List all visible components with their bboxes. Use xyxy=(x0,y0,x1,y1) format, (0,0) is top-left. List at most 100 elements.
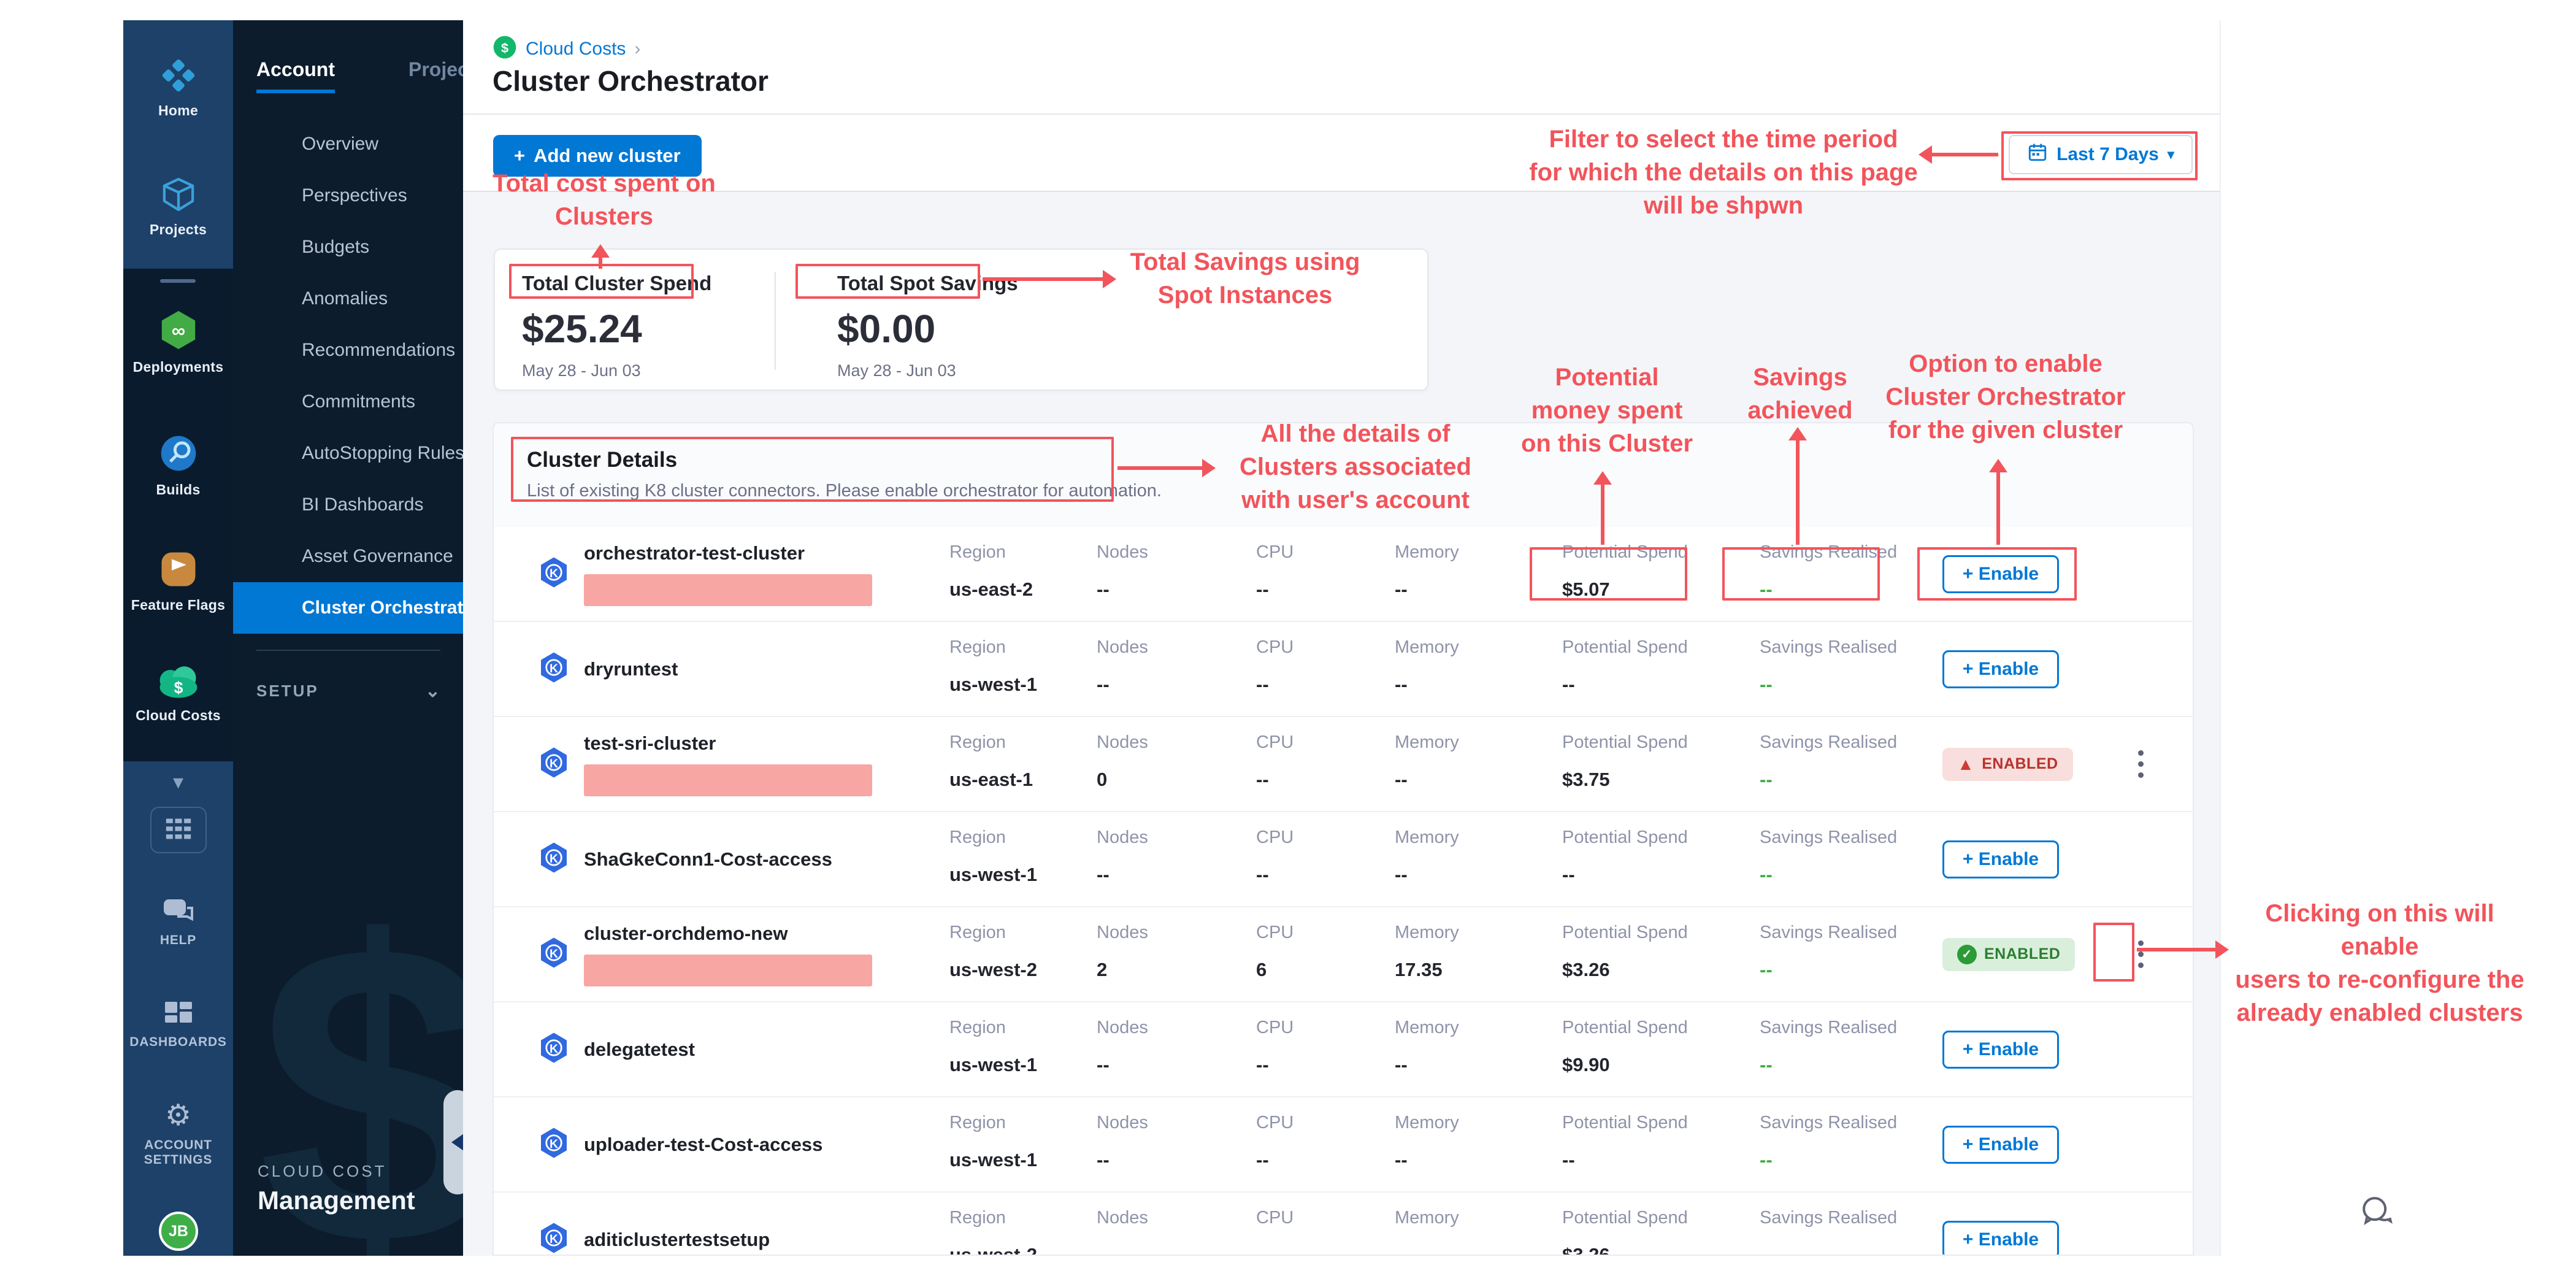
table-row[interactable]: K cluster-orchdemo-new Region us-west-2 … xyxy=(494,907,2193,1002)
ccm-menu-item[interactable]: Commitments xyxy=(302,391,416,412)
cluster-name: dryruntest xyxy=(584,658,678,680)
ccm-menu-item[interactable]: Overview xyxy=(302,134,379,154)
total-spot-savings-stat: Total Spot Savings $0.00 May 28 - Jun 03 xyxy=(837,250,1018,390)
memory-value: 17.35 xyxy=(1395,959,1443,980)
table-row[interactable]: K uploader-test-Cost-access Region us-we… xyxy=(494,1097,2193,1193)
rail-divider-handle xyxy=(160,279,196,283)
column-label-savings-realised: Savings Realised xyxy=(1760,732,1898,752)
builds-icon xyxy=(123,432,233,474)
home-icon xyxy=(123,56,233,95)
sidebar-item-feature-flags[interactable]: Feature Flags xyxy=(123,549,233,613)
user-avatar[interactable]: JB xyxy=(159,1212,198,1251)
cloud-costs-icon: $ xyxy=(123,663,233,700)
rail-bottom-segment xyxy=(123,761,233,1256)
add-new-cluster-button[interactable]: + Add new cluster xyxy=(493,135,702,177)
cpu-value: -- xyxy=(1256,864,1269,885)
cluster-name: cluster-orchdemo-new xyxy=(584,922,788,944)
svg-text:?: ? xyxy=(171,902,178,914)
svg-text:K: K xyxy=(550,663,558,675)
sidebar-collapse-handle[interactable] xyxy=(443,1090,463,1194)
enable-button[interactable]: + Enable xyxy=(1942,1030,2059,1069)
sidebar-item-projects[interactable]: Projects xyxy=(123,175,233,238)
support-chat-button[interactable] xyxy=(2359,1193,2393,1231)
kebab-menu-button[interactable] xyxy=(2137,940,2144,968)
column-label-memory: Memory xyxy=(1395,542,1459,562)
ccm-menu-item[interactable]: AutoStopping Rules xyxy=(302,443,463,463)
menu-divider xyxy=(256,650,440,651)
nodes-value: -- xyxy=(1097,1054,1110,1075)
module-picker-button[interactable] xyxy=(150,807,207,853)
table-row[interactable]: K delegatetest Region us-west-1 Nodes --… xyxy=(494,1002,2193,1097)
ccm-menu-item[interactable]: Cluster Orchestrator xyxy=(233,582,463,634)
section-title: Cluster Details xyxy=(527,448,678,472)
savings-realised-value: -- xyxy=(1760,864,1773,885)
app-window: Home Projects ∞ Deployments Builds xyxy=(123,20,2393,1256)
module-footer-title: Management xyxy=(258,1186,415,1215)
tab-account[interactable]: Account xyxy=(256,58,335,93)
column-label-memory: Memory xyxy=(1395,732,1459,752)
rail-collapse-chevron-icon[interactable]: ▾ xyxy=(172,771,184,794)
svg-text:K: K xyxy=(550,1138,558,1151)
table-row[interactable]: K ShaGkeConn1-Cost-access Region us-west… xyxy=(494,812,2193,907)
sidebar-item-label: ACCOUNT SETTINGS xyxy=(144,1138,213,1167)
scope-tabs: Account Project xyxy=(256,58,463,93)
column-label-potential-spend: Potential Spend xyxy=(1562,828,1688,847)
region-value: us-west-1 xyxy=(949,1149,1037,1170)
sidebar-item-dashboards[interactable]: DASHBOARDS xyxy=(123,1001,233,1050)
cloud-costs-breadcrumb-icon: $ xyxy=(493,35,517,63)
sidebar-item-cloud-costs[interactable]: $ Cloud Costs xyxy=(123,663,233,724)
sidebar-item-builds[interactable]: Builds xyxy=(123,432,233,498)
cluster-details-panel: Cluster Details List of existing K8 clus… xyxy=(493,422,2194,1256)
enable-button[interactable]: + Enable xyxy=(1942,1125,2059,1164)
enable-button[interactable]: + Enable xyxy=(1942,555,2059,593)
sidebar-item-deployments[interactable]: ∞ Deployments xyxy=(123,309,233,375)
table-row[interactable]: K dryruntest Region us-west-1 Nodes -- C… xyxy=(494,622,2193,717)
section-subtitle: List of existing K8 cluster connectors. … xyxy=(527,481,1162,501)
region-value: us-east-2 xyxy=(949,578,1033,600)
tab-project[interactable]: Project xyxy=(408,58,463,80)
setup-label: SETUP xyxy=(256,681,319,700)
stat-label: Total Spot Savings xyxy=(837,272,1018,294)
table-row[interactable]: K orchestrator-test-cluster Region us-ea… xyxy=(494,527,2193,622)
enable-button[interactable]: + Enable xyxy=(1942,650,2059,688)
potential-spend-value: -- xyxy=(1562,674,1575,695)
column-label-nodes: Nodes xyxy=(1097,828,1148,847)
savings-realised-value: -- xyxy=(1760,1054,1773,1075)
column-label-potential-spend: Potential Spend xyxy=(1562,732,1688,752)
enable-button[interactable]: + Enable xyxy=(1942,1220,2059,1255)
savings-realised-value: -- xyxy=(1760,1244,1773,1256)
sidebar-item-home[interactable]: Home xyxy=(123,56,233,119)
column-label-potential-spend: Potential Spend xyxy=(1562,1208,1688,1228)
nodes-value: -- xyxy=(1097,864,1110,885)
time-period-filter[interactable]: Last 7 Days ▾ xyxy=(2009,135,2193,174)
column-label-cpu: CPU xyxy=(1256,637,1294,657)
column-label-savings-realised: Savings Realised xyxy=(1760,542,1898,562)
projects-icon xyxy=(123,175,233,214)
column-label-cpu: CPU xyxy=(1256,1113,1294,1132)
column-label-region: Region xyxy=(949,732,1006,752)
dashboards-icon xyxy=(123,1001,233,1028)
ccm-menu-item[interactable]: Recommendations xyxy=(302,340,456,360)
kubernetes-icon: K xyxy=(537,840,571,878)
redacted-cluster-id xyxy=(584,764,872,796)
ccm-menu-item[interactable]: Perspectives xyxy=(302,185,407,206)
setup-section-toggle[interactable]: SETUP ⌄ xyxy=(256,669,440,712)
breadcrumb-link-cloud-costs[interactable]: Cloud Costs xyxy=(526,38,626,59)
stat-divider xyxy=(775,272,776,370)
sidebar-item-account-settings[interactable]: ⚙ ACCOUNT SETTINGS xyxy=(123,1101,233,1167)
ccm-menu-item[interactable]: Asset Governance xyxy=(302,546,453,566)
sidebar-item-help[interactable]: ? HELP xyxy=(123,897,233,948)
ccm-menu-item[interactable]: Budgets xyxy=(302,237,370,257)
enable-button[interactable]: + Enable xyxy=(1942,840,2059,878)
ccm-menu-item[interactable]: Anomalies xyxy=(302,288,388,309)
nodes-value: -- xyxy=(1097,1244,1110,1256)
table-row[interactable]: K aditiclustertestsetup Region us-west-2… xyxy=(494,1193,2193,1256)
kubernetes-icon: K xyxy=(537,745,571,783)
table-row[interactable]: K test-sri-cluster Region us-east-1 Node… xyxy=(494,717,2193,812)
column-label-savings-realised: Savings Realised xyxy=(1760,923,1898,942)
kebab-menu-button[interactable] xyxy=(2137,750,2144,778)
ccm-menu-item[interactable]: BI Dashboards xyxy=(302,494,424,515)
potential-spend-value: $5.07 xyxy=(1562,578,1610,600)
cluster-name: ShaGkeConn1-Cost-access xyxy=(584,848,832,870)
kubernetes-icon: K xyxy=(537,1220,571,1255)
